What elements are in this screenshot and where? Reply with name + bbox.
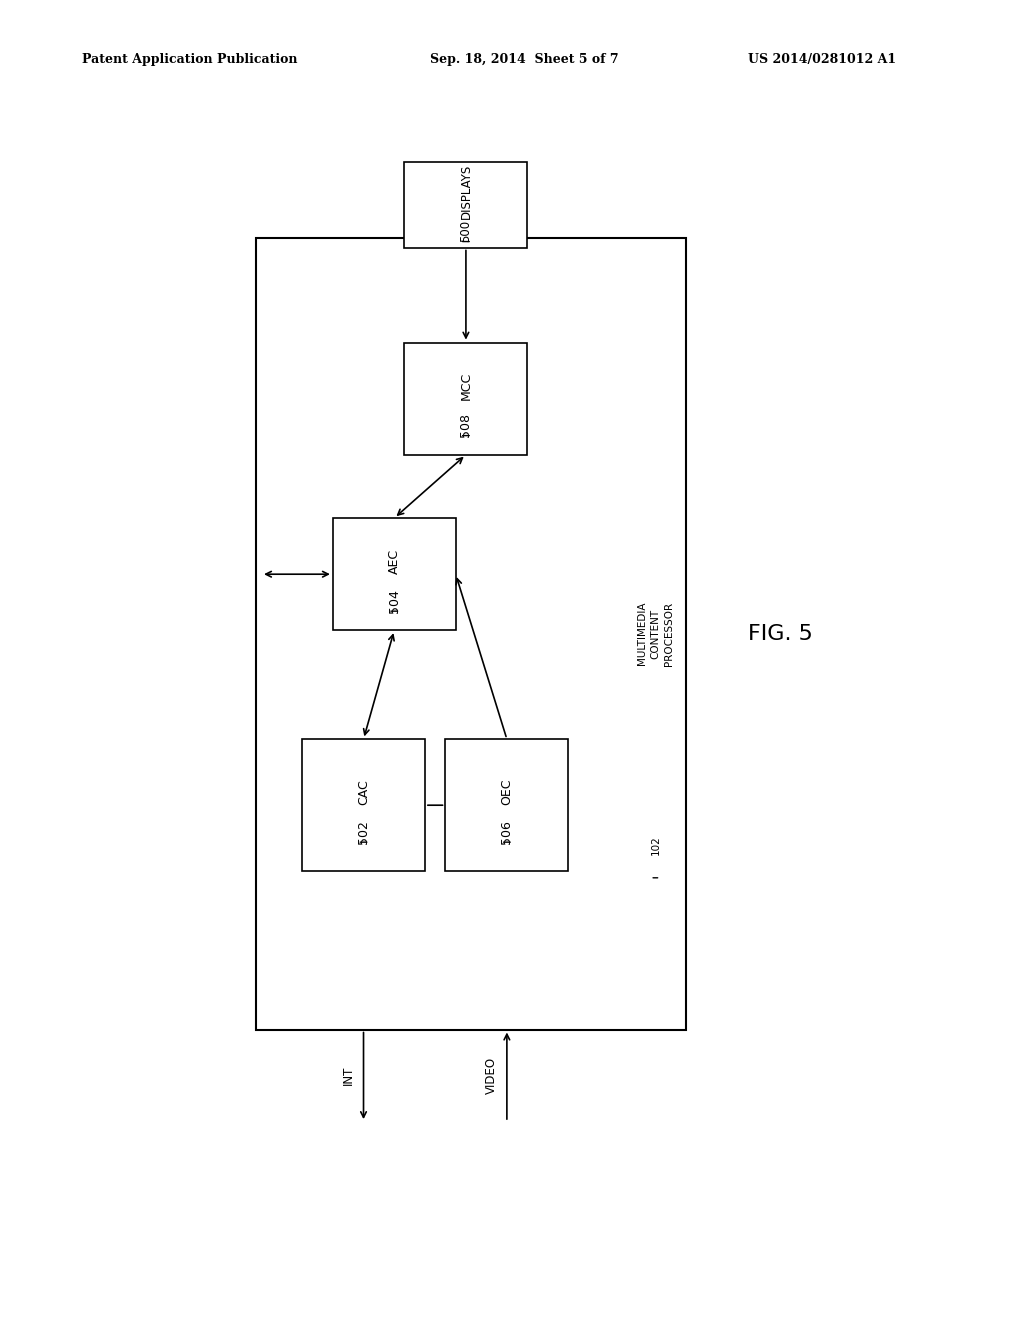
Text: DISPLAYS: DISPLAYS — [460, 164, 472, 219]
Text: OEC: OEC — [501, 779, 513, 805]
Text: 506: 506 — [501, 820, 513, 843]
Text: Patent Application Publication: Patent Application Publication — [82, 53, 297, 66]
Text: VIDEO: VIDEO — [485, 1057, 498, 1094]
FancyBboxPatch shape — [404, 343, 527, 454]
Text: Sep. 18, 2014  Sheet 5 of 7: Sep. 18, 2014 Sheet 5 of 7 — [430, 53, 618, 66]
Text: 504: 504 — [388, 589, 400, 612]
Text: 502: 502 — [357, 820, 370, 843]
Text: AEC: AEC — [388, 548, 400, 574]
Text: CAC: CAC — [357, 779, 370, 805]
FancyBboxPatch shape — [256, 238, 686, 1030]
Text: 102: 102 — [650, 836, 660, 854]
FancyBboxPatch shape — [302, 739, 425, 871]
FancyBboxPatch shape — [404, 162, 527, 248]
FancyBboxPatch shape — [333, 519, 456, 631]
Text: 500: 500 — [460, 220, 472, 242]
Text: 508: 508 — [460, 413, 472, 437]
Text: INT: INT — [342, 1067, 354, 1085]
Text: MULTIMEDIA
CONTENT
PROCESSOR: MULTIMEDIA CONTENT PROCESSOR — [637, 602, 674, 665]
Text: MCC: MCC — [460, 371, 472, 400]
Text: US 2014/0281012 A1: US 2014/0281012 A1 — [748, 53, 896, 66]
Text: FIG. 5: FIG. 5 — [748, 623, 812, 644]
FancyBboxPatch shape — [445, 739, 568, 871]
